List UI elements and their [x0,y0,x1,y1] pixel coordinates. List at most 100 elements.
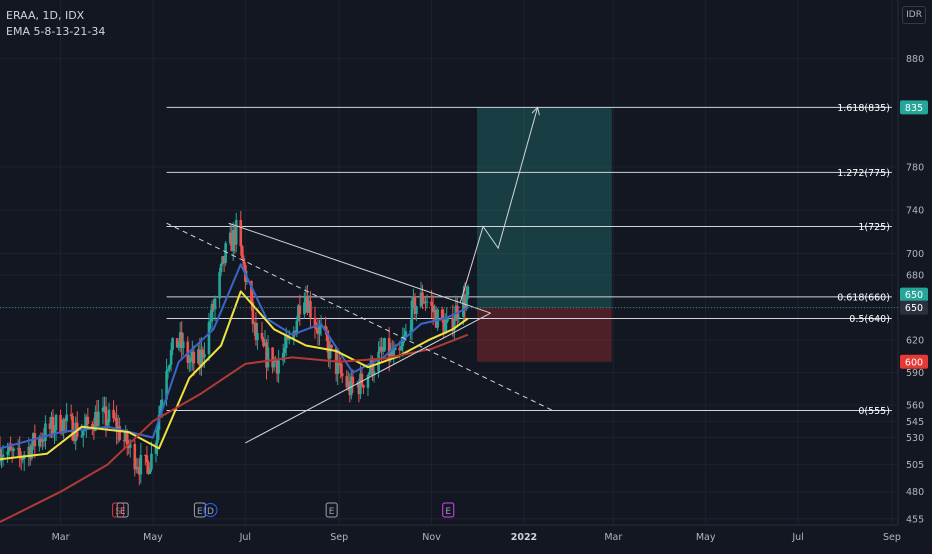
candle-body [465,295,468,309]
candle-body [442,318,445,334]
x-tick-label: Mar [52,532,70,543]
candle-body [281,352,285,361]
candle-body [263,342,267,347]
candle-body [318,326,321,335]
candle-body [113,418,117,420]
candle-body [44,423,47,442]
candle-body [218,272,221,299]
candle-body [298,305,302,315]
candle-body [42,439,46,442]
candle-body [168,364,171,369]
candle-body [189,357,193,362]
candle-body [313,317,317,329]
candle-body [413,296,417,314]
candle-body [212,303,215,310]
candle-body [228,232,232,244]
y-tick-label: 455 [906,514,924,525]
event-marker-label: E [329,507,335,517]
target-zone [477,107,612,308]
candle-body [398,347,402,351]
candle-body [9,445,12,450]
candle-body [178,332,182,343]
candle-body [457,316,461,318]
candle-body [433,309,436,313]
candle-body [260,332,264,339]
candle-body [348,381,352,396]
candle-body [265,342,268,368]
candle-body [59,414,62,433]
candle-body [393,347,397,351]
candle-body [180,332,184,348]
candle-body [380,346,383,352]
candle-body [266,347,270,368]
candle-body [443,322,447,334]
candle-body [16,448,20,450]
fib-level-label: 0(555) [858,406,890,417]
candle-body [48,423,52,430]
y-tick-label: 545 [906,417,924,428]
candle-body [316,329,320,335]
candle-body [128,443,132,448]
candle-body [410,300,414,331]
candle-body [383,338,386,351]
candle-body [156,429,159,443]
candle-body [83,425,87,431]
candle-body [1,454,5,457]
candle-body [210,303,214,322]
candle-body [242,258,246,266]
y-tick-label: 530 [906,433,924,444]
candle-body [62,419,65,434]
candle-body [330,344,333,348]
candle-body [107,409,111,422]
candle-body [401,340,405,346]
candle-body [424,301,427,303]
candle-body [12,448,15,451]
price-tag [900,287,928,302]
indicator-line: EMA 5-8-13-21-34 [6,25,106,38]
candle-body [234,220,238,245]
candle-body [366,375,370,388]
candle-body [415,306,418,314]
candle-body [221,256,224,265]
candle-body [239,220,243,247]
candle-body [277,360,280,374]
candle-body [177,342,180,348]
y-tick-label: 780 [906,162,924,173]
candle-body [209,321,212,323]
currency-badge[interactable]: IDR [902,6,926,24]
candle-body [92,427,96,431]
candle-body [69,414,73,417]
x-tick-label: May [696,532,716,543]
event-marker-label: E [445,507,451,517]
candle-body [434,309,438,328]
candle-body [91,423,94,428]
y-tick-label: 505 [906,460,924,471]
candle-body [94,411,97,431]
candle-body [404,331,408,336]
candle-body [230,232,233,252]
candle-body [106,421,109,426]
candle-body [171,338,174,350]
x-tick-label: May [143,532,163,543]
candle-body [148,469,152,474]
candle-body [319,325,323,327]
candle-body [240,246,244,259]
candle-body [346,381,350,388]
candle-body [412,296,415,301]
candle-body [138,468,141,475]
candle-body [295,320,299,335]
stop-zone [477,307,612,362]
candle-body [360,373,364,386]
candle-body [350,376,353,396]
y-tick-label: 480 [906,487,924,498]
candle-body [245,281,249,283]
candle-body [85,416,88,426]
candle-body [154,442,158,454]
candle-body [28,446,32,459]
candle-body [399,345,403,351]
event-marker-label: E [120,507,126,517]
price-tag-label: 600 [905,357,923,368]
candle-body [253,322,256,324]
